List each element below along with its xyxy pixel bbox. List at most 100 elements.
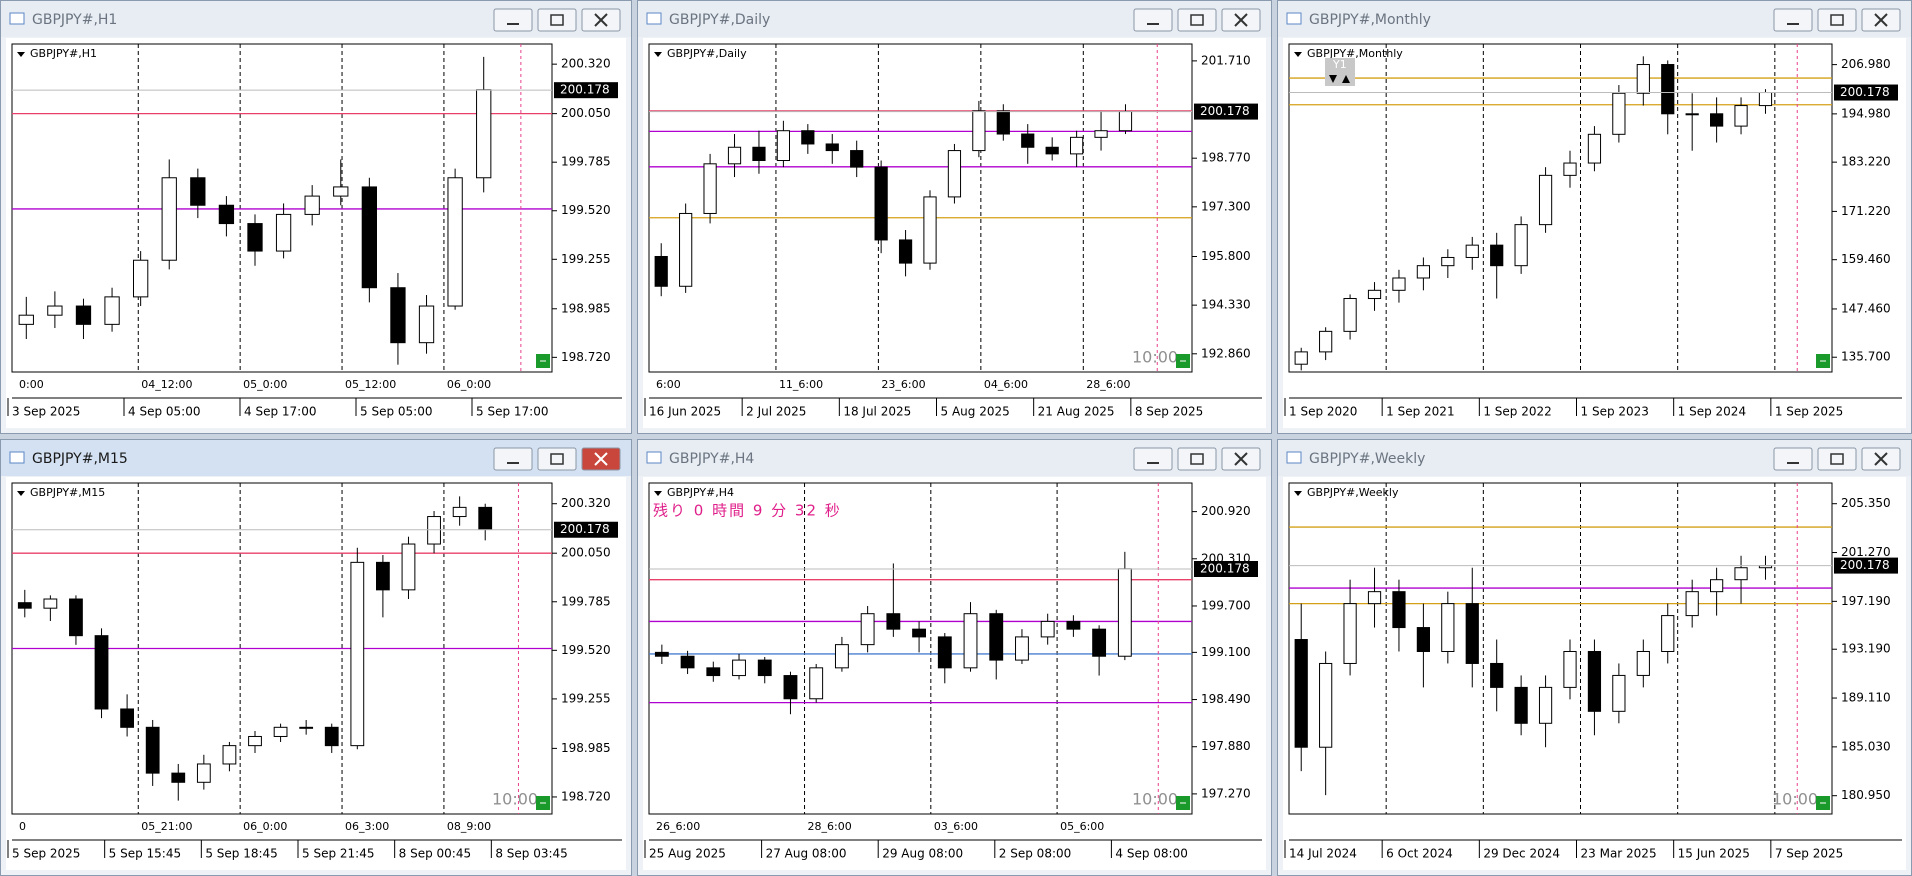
time-label: 23 Mar 2025 bbox=[1581, 847, 1657, 861]
bid-label-bg bbox=[1194, 103, 1258, 120]
candle-body bbox=[478, 506, 493, 530]
candle-body bbox=[17, 602, 32, 609]
y-tick-label: 200.050 bbox=[561, 546, 611, 560]
chart-area bbox=[643, 38, 1266, 428]
candle-body bbox=[1441, 256, 1455, 267]
chart-window: GBPJPY#,H4 GBPJPY#,H4 26_6:00 28_6:00 03_6:0… bbox=[637, 439, 1272, 876]
time-label: 16 Jun 2025 bbox=[649, 405, 721, 419]
close-icon bbox=[1234, 13, 1248, 27]
candle-body bbox=[1416, 265, 1431, 279]
maximize-button[interactable] bbox=[537, 8, 577, 32]
candle-body bbox=[1538, 174, 1553, 226]
candle-body bbox=[783, 675, 798, 700]
maximize-button[interactable] bbox=[1177, 8, 1217, 32]
candle-body bbox=[1094, 130, 1108, 138]
time-label: 29 Dec 2024 bbox=[1483, 847, 1560, 861]
candle-body bbox=[43, 598, 58, 609]
y-tick-label: 159.460 bbox=[1841, 252, 1891, 266]
bid-label-bg bbox=[1834, 84, 1898, 101]
candle-body bbox=[972, 110, 986, 152]
candle-body bbox=[1441, 603, 1455, 652]
minimize-button[interactable] bbox=[493, 447, 533, 471]
scroll-buttons[interactable] bbox=[1325, 72, 1355, 86]
candle-body bbox=[1416, 627, 1431, 652]
y-tick-label: 171.220 bbox=[1841, 204, 1891, 218]
plot-frame bbox=[11, 43, 553, 373]
candle-body bbox=[120, 708, 134, 728]
candle-body bbox=[1490, 244, 1504, 267]
candle-body bbox=[47, 305, 63, 316]
candle-body bbox=[18, 314, 34, 325]
candle-body bbox=[1514, 224, 1528, 267]
candle-body bbox=[273, 726, 288, 737]
minimize-button[interactable] bbox=[1773, 8, 1813, 32]
minimize-button[interactable] bbox=[1773, 447, 1813, 471]
time-label: 6 Oct 2024 bbox=[1386, 847, 1453, 861]
candle-body bbox=[1343, 603, 1357, 664]
time-label: 5 Sep 2025 bbox=[12, 847, 80, 861]
plot-frame bbox=[648, 482, 1193, 815]
time-label: 27 Aug 08:00 bbox=[766, 847, 847, 861]
candle-body bbox=[476, 89, 492, 179]
candle-body bbox=[350, 561, 365, 747]
grid-label: 0 bbox=[19, 820, 26, 833]
y-tick-label: 200.320 bbox=[561, 496, 611, 510]
candle-body bbox=[94, 635, 109, 710]
minimize-button[interactable] bbox=[493, 8, 533, 32]
grid-label: 06_0:00 bbox=[243, 820, 287, 833]
time-label: 3 Sep 2025 bbox=[12, 405, 80, 419]
bar-timer: 10:00 bbox=[1772, 790, 1818, 809]
window-title: GBPJPY#,Daily bbox=[669, 12, 770, 28]
y-tick-label: 197.190 bbox=[1841, 594, 1891, 608]
candle-body bbox=[376, 561, 390, 591]
bid-label-bg bbox=[554, 82, 618, 99]
y-tick-label: 206.980 bbox=[1841, 57, 1891, 71]
candle-body bbox=[937, 636, 952, 669]
candle-body bbox=[1015, 636, 1029, 661]
minimize-button[interactable] bbox=[1133, 447, 1173, 471]
candle-body bbox=[1465, 244, 1479, 258]
candle-body bbox=[324, 726, 339, 747]
symbol-label: GBPJPY#,M15 bbox=[30, 486, 105, 499]
candle-body bbox=[679, 212, 693, 287]
grid-label: 08_9:00 bbox=[447, 820, 491, 833]
minimize-button[interactable] bbox=[1133, 8, 1173, 32]
candle-body bbox=[248, 735, 262, 747]
bid-label-bg bbox=[554, 521, 618, 538]
y-tick-label: 199.700 bbox=[1201, 598, 1251, 612]
grid-label: 6:00 bbox=[656, 378, 681, 391]
maximize-button[interactable] bbox=[1177, 447, 1217, 471]
candle-body bbox=[418, 305, 435, 344]
time-label: 8 Sep 03:45 bbox=[495, 847, 567, 861]
y-tick-label: 185.030 bbox=[1841, 739, 1891, 753]
chart-area bbox=[6, 38, 626, 428]
y-tick-label: 201.270 bbox=[1841, 545, 1891, 559]
candle-body bbox=[361, 186, 377, 289]
maximize-button[interactable] bbox=[1817, 447, 1857, 471]
grid-label: 05_12:00 bbox=[345, 378, 396, 391]
candle-body bbox=[1636, 64, 1650, 94]
candle-body bbox=[145, 726, 160, 774]
y-tick-label: 199.100 bbox=[1201, 645, 1251, 659]
candle-body bbox=[1685, 113, 1699, 116]
maximize-button[interactable] bbox=[1817, 8, 1857, 32]
window-icon bbox=[9, 451, 25, 464]
window-icon bbox=[646, 451, 662, 464]
symbol-arrow bbox=[1294, 52, 1302, 57]
period-button[interactable] bbox=[1325, 58, 1355, 72]
y-tick-label: 199.785 bbox=[561, 155, 611, 169]
candle-body bbox=[898, 239, 913, 264]
window-icon bbox=[646, 12, 662, 25]
candle-body bbox=[727, 146, 742, 165]
y-tick-label: 194.980 bbox=[1841, 106, 1891, 120]
candle-body bbox=[1734, 105, 1748, 127]
time-label: 21 Aug 2025 bbox=[1038, 405, 1115, 419]
y-tick-label: 200.320 bbox=[561, 57, 611, 71]
candle-body bbox=[912, 628, 927, 638]
period-button-label[interactable]: Y1 bbox=[1332, 58, 1347, 71]
maximize-button[interactable] bbox=[537, 447, 577, 471]
time-label: 4 Sep 08:00 bbox=[1115, 847, 1187, 861]
bid-label: 200.178 bbox=[1200, 104, 1250, 118]
time-label: 8 Sep 00:45 bbox=[399, 847, 471, 861]
